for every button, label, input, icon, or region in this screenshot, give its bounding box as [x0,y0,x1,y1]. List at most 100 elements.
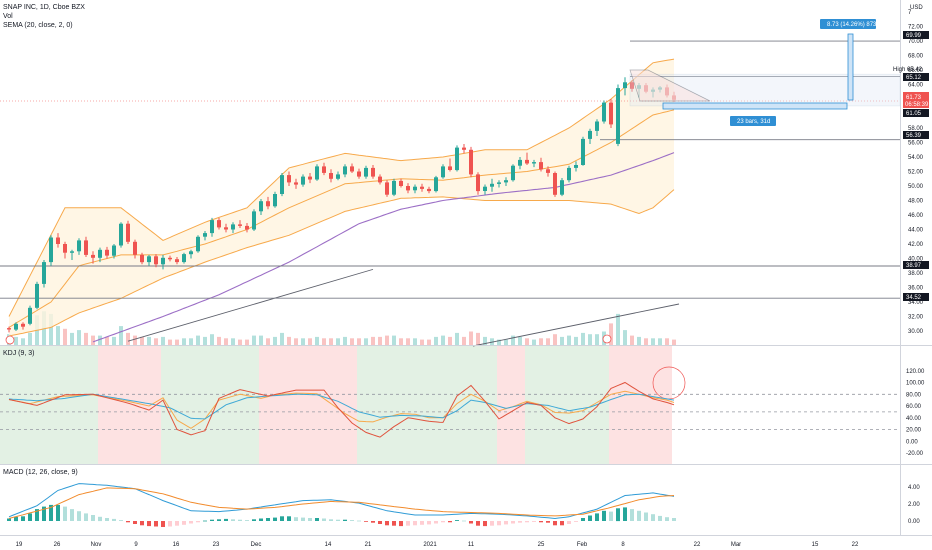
time-tick: 22 [852,542,859,548]
macd-histogram-bar [49,504,53,521]
macd-histogram-bar [119,520,123,521]
trend-lines[interactable] [127,268,680,347]
measure-top-text: 8.73 (14.26%) 873 [827,22,877,28]
candle-body [154,256,158,265]
label-38-97-bg [903,261,929,269]
macd-histogram-bar [385,521,389,526]
macd-histogram-bar [147,521,151,527]
macd-histogram-bar [56,504,60,521]
time-tick: 15 [812,542,819,548]
volume-bar [112,336,116,345]
volume-bar [399,338,403,346]
macd-histogram-bar [553,521,557,526]
volume-bar [364,338,368,346]
label-close-bg [903,73,929,81]
time-tick: 9 [134,542,138,548]
volume-bar [98,335,102,346]
drawing-tools[interactable] [5,33,901,400]
macd-histogram-bar [343,519,347,521]
time-tick: 14 [325,542,332,548]
macd-histogram-bar [630,509,634,521]
label-61-05-bg [903,109,929,117]
kdj-tick: 40.00 [906,416,922,422]
price-tick: 64.00 [908,83,924,89]
high-marker-value: 65.42 [907,67,923,73]
macd-legend[interactable]: MACD (12, 26, close, 9) [3,469,78,476]
symbol-title[interactable]: SNAP INC, 1D, Cboe BZX [3,4,85,11]
candle-body [301,176,305,185]
macd-histogram-bar [315,518,319,521]
macd-histogram-bar [392,521,396,526]
candle-body [21,323,25,327]
candle-body [196,236,200,252]
price-tick: 48.00 [908,199,924,205]
measure-tool[interactable]: 8.73 (14.26%) 873 23 bars, 31d [730,19,877,126]
volume-bar [483,336,487,345]
sema-legend[interactable]: SEMA (20, close, 2, 0) [3,22,73,29]
kdj-legend[interactable]: KDJ (9, 3) [3,350,35,357]
candle-body [469,149,473,175]
macd-histogram-bar [42,506,46,521]
macd-histogram-bar [455,520,459,521]
candle-body [294,182,298,185]
time-tick: 16 [173,542,180,548]
macd-histogram-bar [21,516,25,521]
volume-bar [371,336,375,345]
volume-bar [266,338,270,346]
volume-legend[interactable]: Vol [3,13,13,20]
horizontal-levels[interactable] [0,40,900,299]
macd-histogram-bar [637,510,641,521]
candle-body [35,283,39,308]
macd-histogram-bar [280,516,284,521]
volume-bar [455,332,459,346]
time-tick: Mar [731,542,741,548]
bollinger-middle [8,109,675,328]
volume-bar [469,331,473,345]
macd-histogram-bar [63,506,67,521]
macd-histogram-bar [644,512,648,521]
macd-histogram-bar [483,521,487,527]
sma-line [92,152,675,343]
currency-label: USD [910,5,923,11]
candle-body [252,211,256,230]
macd-histogram-bar [609,511,613,521]
time-tick: Feb [577,542,588,548]
kdj-zone-green-2 [161,346,259,464]
volume-bar [147,336,151,345]
volume-bar [105,336,109,345]
volume-bar [77,330,81,345]
candle-body [560,180,564,195]
volume-bar [140,336,144,345]
candle-body [238,224,242,226]
volume-bar [567,335,571,346]
volume-bar [315,336,319,345]
time-tick: Dec [251,542,262,548]
price-tick: 46.00 [908,213,924,219]
price-tick: 50.00 [908,184,924,190]
high-marker-label: High [893,67,905,73]
macd-histogram-bar [658,515,662,521]
candle-body [518,159,522,166]
candle-body [504,180,508,183]
macd-histogram-bar [161,521,165,527]
macd-histogram-bar [427,521,431,525]
candle-body [126,223,130,242]
price-tick: 66.00 [908,68,924,74]
price-tick: 40.00 [908,257,924,263]
volume-bar [91,335,95,346]
candle-body [105,249,109,256]
macd-histogram-bar [511,521,515,524]
volume-bar [336,338,340,346]
macd-histogram-bar [434,521,438,524]
volume-bar [476,332,480,346]
label-56-39: 56.39 [906,133,922,139]
candle-body [602,102,606,122]
candle-body [7,328,11,330]
macd-histogram-bar [560,521,564,526]
macd-histogram-bar [238,519,242,521]
volume-bar [343,336,347,345]
volume-bar [182,338,186,346]
macd-histogram-bar [35,509,39,521]
bar-countdown: 06:58:39 [905,102,929,108]
